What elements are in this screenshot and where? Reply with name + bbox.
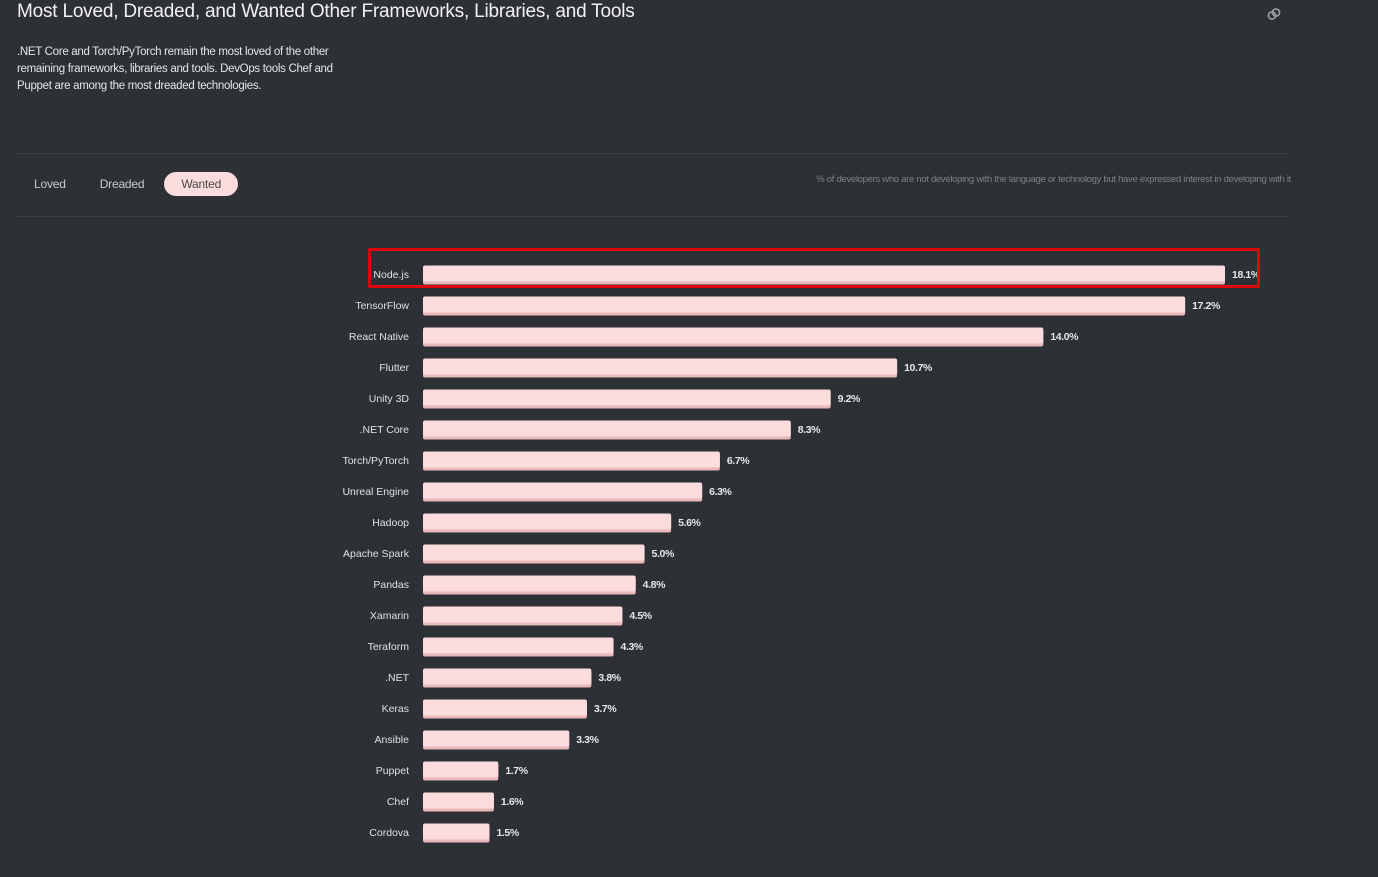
category-label: Hadoop (372, 517, 409, 529)
category-label: Cordova (369, 827, 409, 839)
value-label: 3.3% (576, 734, 599, 746)
bar[interactable] (423, 265, 1225, 282)
category-label: Keras (382, 703, 409, 715)
bar[interactable] (423, 668, 592, 685)
bar-row: Unreal Engine 6.3% (342, 482, 733, 502)
bar[interactable] (423, 482, 703, 499)
value-label: 3.7% (594, 703, 617, 715)
value-label: 8.3% (798, 424, 821, 436)
bar[interactable] (423, 389, 831, 406)
link-icon[interactable] (1266, 6, 1282, 22)
category-label: Torch/PyTorch (342, 455, 409, 467)
tab-wanted[interactable]: Wanted (164, 172, 239, 196)
category-label: Teraform (368, 641, 410, 653)
value-label: 18.1% (1232, 269, 1261, 281)
bar[interactable] (423, 730, 570, 747)
bar[interactable] (423, 327, 1044, 344)
bar[interactable] (423, 575, 636, 592)
bar[interactable] (423, 296, 1186, 313)
bar[interactable] (423, 699, 587, 716)
value-label: 10.7% (904, 362, 933, 374)
bar-row: Hadoop 5.6% (372, 513, 702, 533)
category-label: Unreal Engine (342, 486, 409, 498)
category-label: Ansible (375, 734, 410, 746)
bar-row: Puppet 1.7% (376, 761, 529, 781)
category-label: Puppet (376, 765, 409, 777)
value-label: 5.0% (652, 548, 675, 560)
bar[interactable] (423, 451, 720, 468)
bar-row: Ansible 3.3% (375, 730, 600, 750)
category-label: .NET Core (360, 424, 410, 436)
bar-row: .NET Core 8.3% (360, 420, 822, 440)
page-title: Most Loved, Dreaded, and Wanted Other Fr… (17, 1, 635, 22)
bar[interactable] (423, 761, 499, 778)
value-label: 1.5% (496, 827, 519, 839)
bar-row: Chef 1.6% (387, 792, 525, 812)
bar-row: Cordova 1.5% (369, 823, 520, 843)
bar[interactable] (423, 606, 623, 623)
highlight-box (368, 248, 1260, 288)
bar-row: Flutter 10.7% (379, 358, 933, 378)
value-label: 17.2% (1192, 300, 1221, 312)
bar-row: Teraform 4.3% (368, 637, 644, 657)
category-label: Unity 3D (369, 393, 410, 405)
value-label: 6.7% (727, 455, 750, 467)
bar-row: Pandas 4.8% (373, 575, 666, 595)
bar[interactable] (423, 637, 614, 654)
bar-row: Unity 3D 9.2% (369, 389, 861, 409)
category-label: Flutter (379, 362, 409, 374)
tab-loved[interactable]: Loved (34, 177, 66, 191)
value-label: 14.0% (1050, 331, 1079, 343)
category-label: Apache Spark (343, 548, 410, 560)
value-label: 9.2% (838, 393, 861, 405)
category-label: Node.js (373, 269, 409, 281)
value-label: 1.6% (501, 796, 524, 808)
bar[interactable] (423, 823, 490, 840)
bar-row: .NET 3.8% (385, 668, 622, 688)
bar[interactable] (423, 544, 645, 561)
bar-row: Keras 3.7% (382, 699, 618, 719)
bar-row: TensorFlow 17.2% (355, 296, 1221, 316)
category-label: Xamarin (370, 610, 409, 622)
category-label: Pandas (373, 579, 409, 591)
tab-dreaded[interactable]: Dreaded (99, 177, 145, 191)
value-label: 1.7% (505, 765, 528, 777)
bar[interactable] (423, 358, 898, 375)
bar-row: Xamarin 4.5% (370, 606, 653, 626)
description: .NET Core and Torch/PyTorch remain the m… (17, 46, 333, 92)
category-label: React Native (349, 331, 409, 343)
value-label: 3.8% (598, 672, 621, 684)
value-label: 4.5% (629, 610, 652, 622)
bar[interactable] (423, 420, 791, 437)
category-label: TensorFlow (355, 300, 409, 312)
bar-row: Node.js 18.1% (373, 265, 1261, 285)
bar[interactable] (423, 513, 672, 530)
value-label: 5.6% (678, 517, 701, 529)
value-label: 4.3% (621, 641, 644, 653)
tab-bar: Loved Dreaded Wanted (20, 172, 239, 196)
bar[interactable] (423, 792, 494, 809)
category-label: Chef (387, 796, 409, 808)
bar-row: Torch/PyTorch 6.7% (342, 451, 751, 471)
bar-row: Apache Spark 5.0% (343, 544, 675, 564)
divider (15, 153, 1290, 154)
category-label: .NET (385, 672, 410, 684)
value-label: 6.3% (709, 486, 732, 498)
metric-description: % of developers who are not developing w… (816, 174, 1291, 185)
value-label: 4.8% (643, 579, 666, 591)
bar-row: React Native 14.0% (349, 327, 1080, 347)
divider (15, 216, 1290, 217)
